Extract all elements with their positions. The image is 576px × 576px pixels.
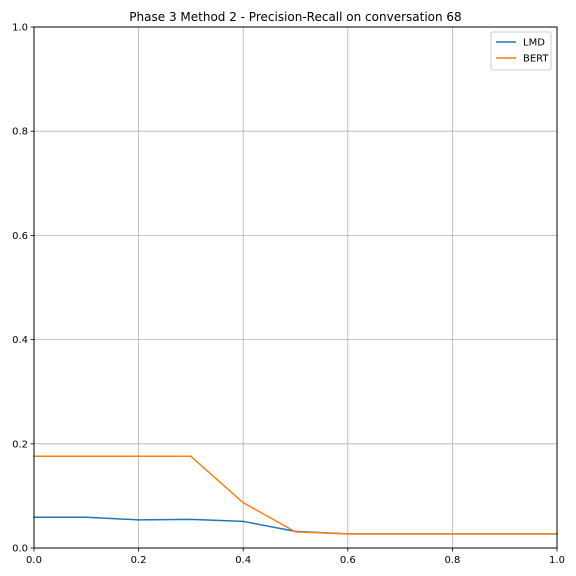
x-tick-label: 0.2 [131,555,147,566]
y-tick-label: 0.2 [12,439,28,450]
series-lines [33,455,558,535]
series-line-bert [33,455,558,535]
y-tick-label: 0.6 [12,231,28,242]
x-tick-label: 0.0 [26,555,42,566]
axis-ticks: 0.0 0.2 0.4 0.6 0.8 1.0 0.0 0.2 0.4 0.6 0.8 1.0 [12,23,565,567]
y-tick-label: 0.8 [12,127,28,138]
x-tick-label: 0.6 [340,555,356,566]
y-tick-label: 0.0 [12,544,28,555]
legend: LMD BERT [490,31,552,71]
legend-label-lmd: LMD [523,38,545,49]
plot-frame [33,26,558,549]
y-tick-label: 1.0 [12,23,28,34]
x-tick-label: 0.4 [235,555,251,566]
chart-title: Phase 3 Method 2 - Precision-Recall on c… [129,10,461,24]
y-tick-label: 0.4 [12,335,28,346]
x-tick-label: 0.8 [444,555,460,566]
legend-label-bert: BERT [523,54,549,65]
x-tick-label: 1.0 [549,555,565,566]
